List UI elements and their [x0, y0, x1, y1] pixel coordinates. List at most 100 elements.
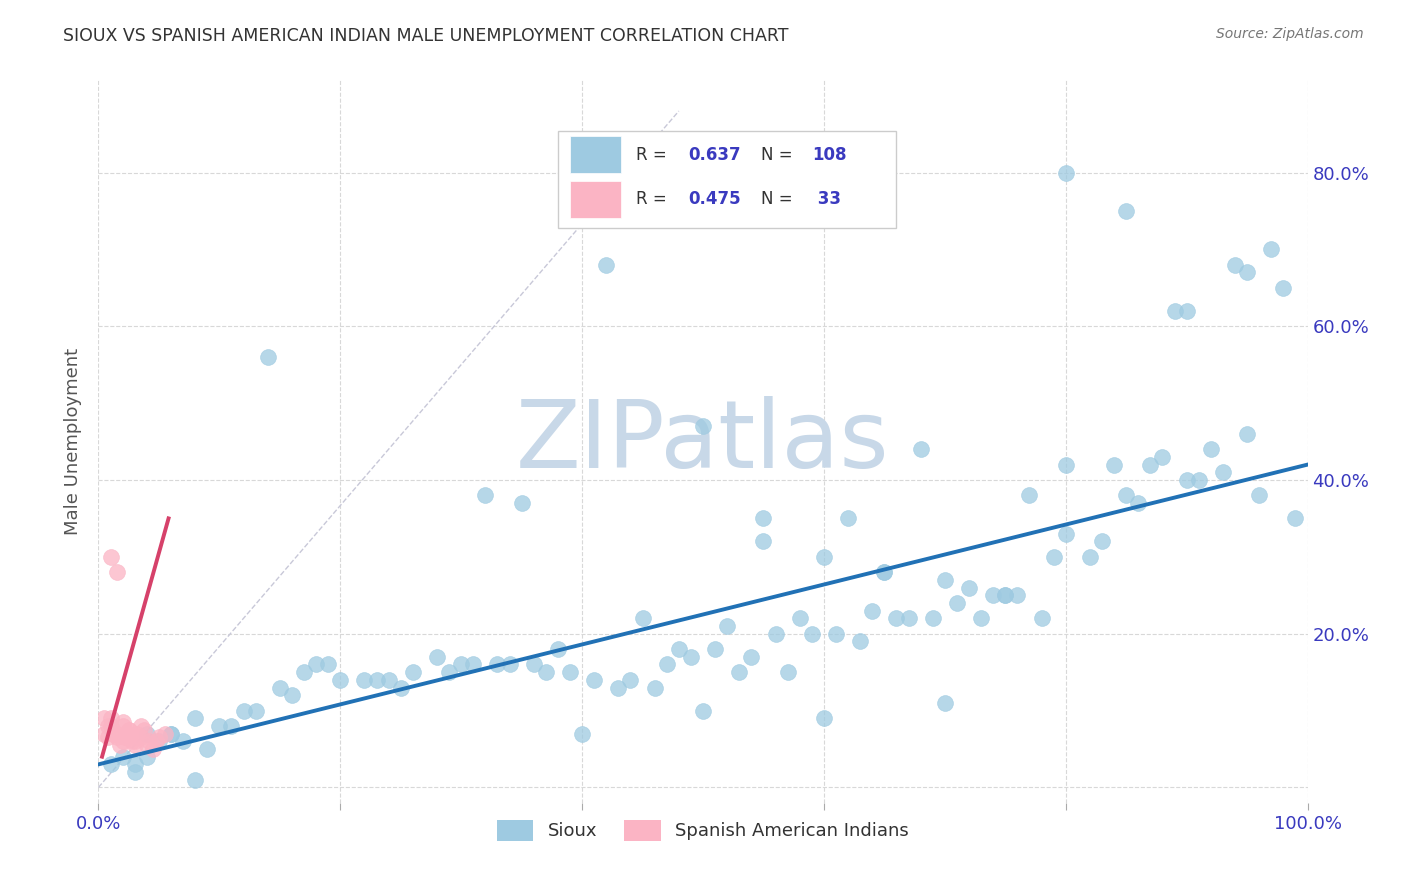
Text: SIOUX VS SPANISH AMERICAN INDIAN MALE UNEMPLOYMENT CORRELATION CHART: SIOUX VS SPANISH AMERICAN INDIAN MALE UN… — [63, 27, 789, 45]
Point — [100, 549, 122, 564]
Point — [100, 711, 122, 725]
Point — [124, 734, 146, 748]
Point — [1054, 526, 1077, 541]
Point — [450, 657, 472, 672]
Point — [93, 711, 115, 725]
Point — [437, 665, 460, 680]
Point — [402, 665, 425, 680]
Point — [138, 734, 160, 748]
FancyBboxPatch shape — [569, 181, 621, 219]
Text: 33: 33 — [811, 191, 841, 209]
Point — [105, 731, 128, 745]
Point — [558, 665, 581, 680]
Point — [716, 619, 738, 633]
Point — [281, 688, 304, 702]
Point — [366, 673, 388, 687]
Point — [946, 596, 969, 610]
Point — [1007, 588, 1029, 602]
Point — [269, 681, 291, 695]
Point — [668, 642, 690, 657]
Point — [1199, 442, 1222, 457]
Point — [245, 704, 267, 718]
Point — [692, 419, 714, 434]
Point — [124, 738, 146, 752]
FancyBboxPatch shape — [569, 136, 621, 173]
Text: ZIPatlas: ZIPatlas — [516, 395, 890, 488]
Point — [389, 681, 412, 695]
Point — [765, 626, 787, 640]
Point — [208, 719, 231, 733]
Point — [1175, 473, 1198, 487]
Point — [145, 734, 167, 748]
Point — [897, 611, 920, 625]
Point — [704, 642, 727, 657]
Point — [1054, 458, 1077, 472]
Point — [1223, 258, 1246, 272]
Point — [534, 665, 557, 680]
Point — [825, 626, 848, 640]
Point — [195, 742, 218, 756]
Point — [486, 657, 509, 672]
Text: 0.637: 0.637 — [689, 145, 741, 164]
Text: N =: N = — [761, 145, 799, 164]
Point — [134, 723, 156, 737]
Point — [1054, 165, 1077, 179]
Point — [305, 657, 328, 672]
Point — [111, 749, 134, 764]
Point — [1042, 549, 1064, 564]
Point — [124, 765, 146, 780]
Point — [114, 731, 136, 745]
Point — [547, 642, 569, 657]
Point — [679, 649, 702, 664]
Point — [97, 731, 120, 745]
Point — [910, 442, 932, 457]
Point — [1249, 488, 1271, 502]
Point — [135, 738, 157, 752]
Text: 0.475: 0.475 — [689, 191, 741, 209]
Point — [692, 704, 714, 718]
Point — [148, 734, 170, 748]
Point — [921, 611, 943, 625]
Point — [426, 649, 449, 664]
Point — [232, 704, 254, 718]
Point — [934, 573, 956, 587]
Point — [607, 681, 630, 695]
Point — [1175, 304, 1198, 318]
Point — [377, 673, 399, 687]
Text: Source: ZipAtlas.com: Source: ZipAtlas.com — [1216, 27, 1364, 41]
Text: 108: 108 — [811, 145, 846, 164]
Point — [316, 657, 339, 672]
Point — [142, 742, 165, 756]
Point — [184, 711, 207, 725]
Point — [776, 665, 799, 680]
Point — [631, 611, 654, 625]
Point — [498, 657, 520, 672]
Point — [728, 665, 751, 680]
Point — [860, 604, 883, 618]
Point — [108, 738, 131, 752]
Point — [1115, 488, 1137, 502]
Point — [135, 726, 157, 740]
Point — [129, 731, 152, 745]
Legend: Sioux, Spanish American Indians: Sioux, Spanish American Indians — [491, 813, 915, 848]
Point — [127, 726, 149, 740]
Point — [1236, 426, 1258, 441]
Point — [1091, 534, 1114, 549]
Point — [813, 711, 835, 725]
Point — [1139, 458, 1161, 472]
Point — [124, 731, 146, 745]
Point — [121, 734, 143, 748]
Point — [148, 731, 170, 745]
Point — [97, 719, 120, 733]
Point — [994, 588, 1017, 602]
Point — [1031, 611, 1053, 625]
Point — [160, 726, 183, 740]
Y-axis label: Male Unemployment: Male Unemployment — [65, 348, 83, 535]
Text: N =: N = — [761, 191, 799, 209]
Point — [994, 588, 1017, 602]
Point — [752, 511, 775, 525]
Point — [160, 726, 183, 740]
Point — [981, 588, 1004, 602]
Point — [329, 673, 352, 687]
Point — [1272, 281, 1295, 295]
